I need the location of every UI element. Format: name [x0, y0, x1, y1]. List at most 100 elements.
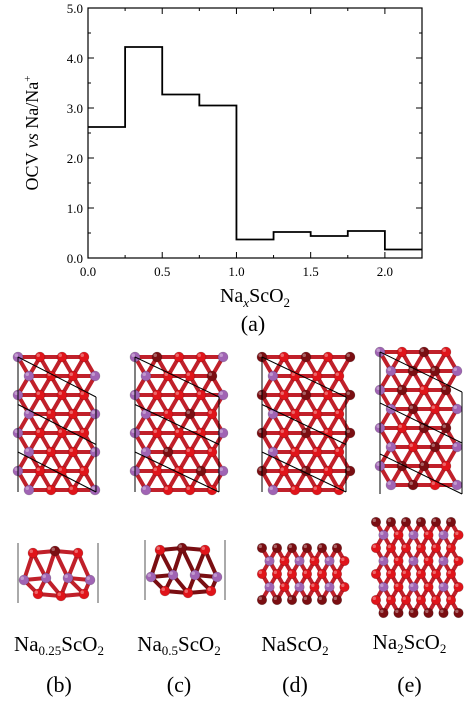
oxygen-atom-highlight	[186, 372, 190, 376]
scandium-atom	[256, 542, 268, 554]
oxygen-atom-highlight	[313, 372, 317, 376]
x-axis-label: NaxScO2	[220, 285, 290, 310]
oxygen-atom-highlight	[80, 467, 84, 471]
cell-edge	[261, 356, 347, 398]
oxygen-atom	[423, 529, 434, 541]
sodium-atom-highlight	[269, 448, 273, 452]
scandium-atom-highlight	[318, 544, 322, 548]
oxygen-atom	[173, 351, 185, 363]
sodium-atom	[140, 370, 152, 382]
oxygen-atom-highlight	[201, 546, 205, 550]
oxygen-atom	[400, 542, 412, 554]
oxygen-atom-highlight	[69, 410, 73, 414]
cell-edge	[17, 356, 97, 398]
oxygen-atom-highlight	[420, 386, 424, 390]
oxygen-atom-highlight	[208, 448, 212, 452]
oxygen-atom-highlight	[324, 429, 328, 433]
oxygen-atom-highlight	[447, 596, 451, 600]
scandium-atom	[429, 365, 441, 377]
sodium-atom-highlight	[147, 573, 151, 577]
sodium-atom-highlight	[387, 443, 391, 447]
oxygen-atom	[67, 408, 79, 420]
scandium-atom	[440, 422, 452, 434]
oxygen-atom-highlight	[324, 353, 328, 357]
sodium-atom-highlight	[453, 367, 457, 371]
oxygen-atom-highlight	[311, 583, 315, 587]
oxygen-atom-highlight	[80, 590, 84, 594]
sodium-atom-highlight	[191, 571, 195, 575]
oxygen-atom-highlight	[258, 570, 262, 574]
oxygen-atom	[45, 446, 57, 458]
side-view-c	[144, 540, 226, 600]
sodium-atom-highlight	[25, 410, 29, 414]
oxygen-atom	[385, 568, 397, 580]
scandium-atom	[344, 351, 356, 363]
oxygen-atom-highlight	[455, 583, 459, 587]
scandium-atom-highlight	[258, 544, 262, 548]
scandium-atom	[344, 427, 356, 439]
oxygen-atom-highlight	[324, 467, 328, 471]
scandium-atom	[316, 542, 328, 554]
scandium-atom	[370, 516, 382, 528]
scandium-atom-highlight	[302, 429, 306, 433]
oxygen-atom-highlight	[425, 531, 429, 535]
sodium-atom-highlight	[266, 557, 270, 561]
sodium-atom-highlight	[42, 574, 46, 578]
oxygen-atom	[322, 465, 334, 477]
oxygen-atom-highlight	[186, 448, 190, 452]
oxygen-atom	[385, 542, 397, 554]
sodium-atom	[23, 370, 35, 382]
scandium-atom-highlight	[318, 596, 322, 600]
oxygen-atom-highlight	[47, 448, 51, 452]
oxygen-atom-highlight	[175, 353, 179, 357]
oxygen-atom-highlight	[417, 570, 421, 574]
formula-c: Na0.5ScO2	[137, 632, 221, 658]
sodium-atom	[408, 529, 419, 541]
oxygen-atom	[34, 427, 46, 439]
x-tick-label: 1.0	[228, 264, 244, 279]
sodium-atom-highlight	[86, 576, 90, 580]
scandium-atom-highlight	[258, 353, 262, 357]
oxygen-atom	[278, 427, 290, 439]
sodium-atom	[217, 389, 229, 401]
ocv-step-series	[88, 46, 422, 251]
oxygen-atom	[289, 446, 301, 458]
formula-b: Na0.25ScO2	[14, 632, 104, 658]
sodium-atom-highlight	[376, 386, 380, 390]
scandium-atom	[271, 542, 283, 554]
scandium-atom	[176, 542, 188, 554]
oxygen-atom-highlight	[335, 410, 339, 414]
oxygen-atom	[322, 427, 334, 439]
sodium-atom	[378, 555, 389, 567]
oxygen-atom	[289, 484, 301, 496]
oxygen-atom-highlight	[161, 587, 165, 591]
oxygen-atom-highlight	[280, 353, 284, 357]
scandium-atom-highlight	[288, 544, 292, 548]
oxygen-atom-highlight	[417, 544, 421, 548]
scandium-atom	[438, 607, 449, 619]
oxygen-atom	[445, 568, 457, 580]
panel-label-c: (c)	[166, 672, 192, 697]
scandium-atom-highlight	[409, 367, 413, 371]
sodium-atom-highlight	[131, 353, 135, 357]
scandium-atom	[407, 403, 419, 415]
oxygen-atom	[278, 351, 290, 363]
panel-label-a: (a)	[240, 311, 266, 336]
cell-edge	[134, 451, 220, 493]
oxygen-atom	[67, 370, 79, 382]
oxygen-atom	[331, 568, 343, 580]
oxygen-atom-highlight	[431, 405, 435, 409]
top-view-b	[12, 351, 101, 496]
sodium-atom	[378, 529, 389, 541]
sodium-atom-highlight	[380, 583, 384, 587]
sodium-atom	[385, 479, 397, 491]
oxygen-atom-highlight	[291, 372, 295, 376]
oxygen-atom-highlight	[402, 596, 406, 600]
oxygen-atom	[400, 568, 412, 580]
scandium-atom	[331, 542, 343, 554]
sodium-atom-highlight	[453, 443, 457, 447]
oxygen-atom-highlight	[80, 391, 84, 395]
scandium-atom-highlight	[346, 429, 350, 433]
sodium-atom-highlight	[14, 429, 18, 433]
